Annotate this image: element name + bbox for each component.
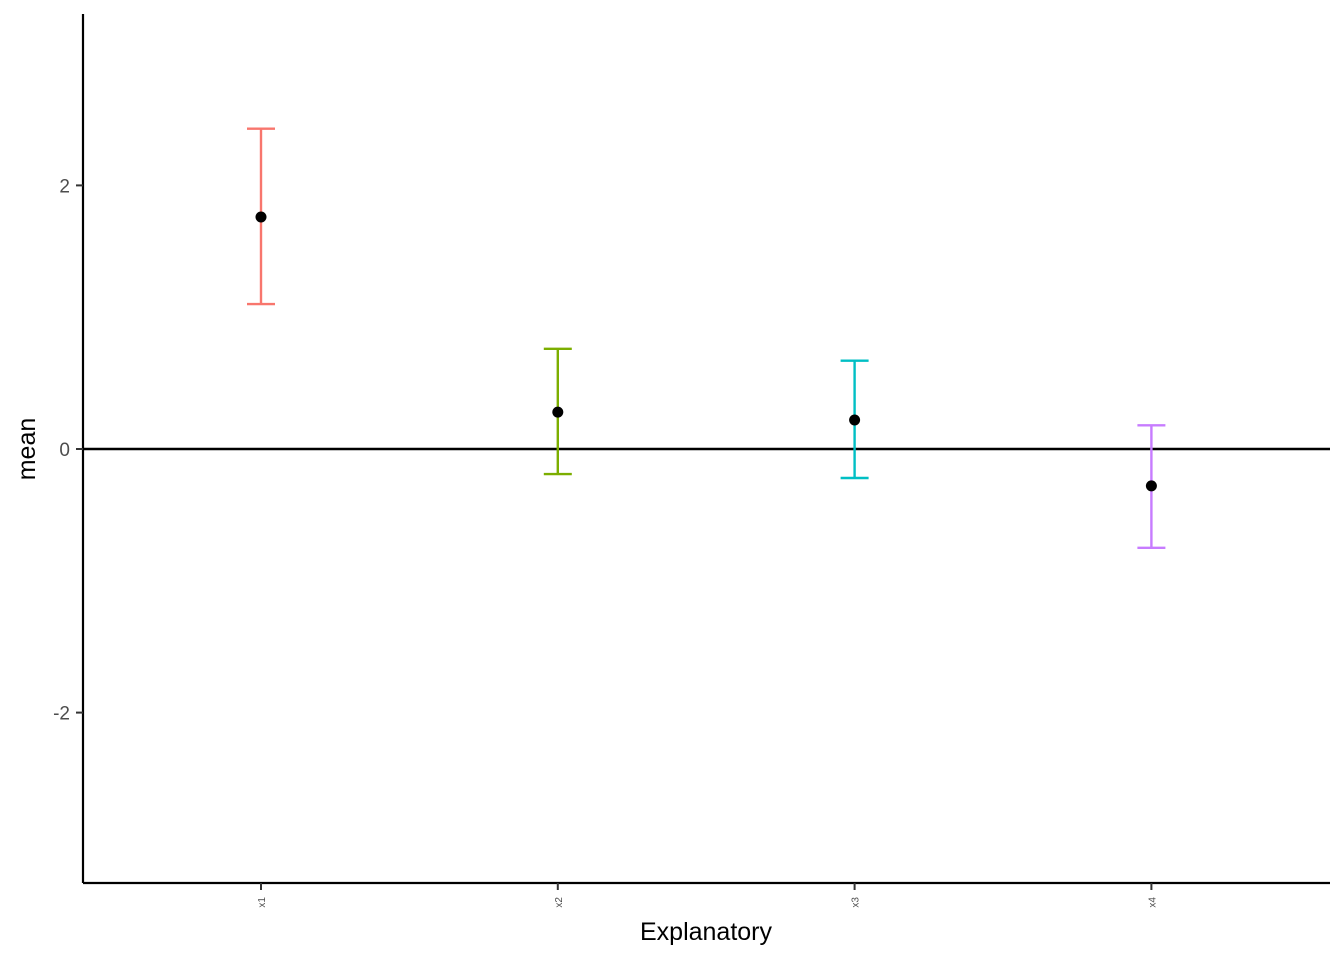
x-axis-ticks: x1 x2 x3 x4	[257, 883, 1158, 908]
x-tick-label: x1	[257, 897, 268, 908]
mean-point-x4	[1145, 480, 1157, 492]
y-tick-label: 2	[59, 176, 70, 197]
error-bars	[247, 127, 1166, 550]
plot-panel	[83, 127, 1330, 550]
y-tick-label: 0	[59, 440, 70, 461]
y-axis-title: mean	[13, 418, 41, 481]
y-tick-label: -2	[53, 704, 70, 725]
mean-points	[255, 211, 1157, 492]
x-tick-label: x3	[851, 897, 862, 908]
mean-point-x1	[255, 211, 267, 223]
y-axis-ticks: -2 0 2	[53, 176, 83, 725]
x-tick-label: x4	[1147, 897, 1158, 908]
mean-point-x2	[552, 406, 564, 418]
x-axis-title: Explanatory	[640, 918, 773, 946]
x-tick-label: x2	[554, 897, 565, 908]
mean-point-x3	[849, 414, 861, 426]
